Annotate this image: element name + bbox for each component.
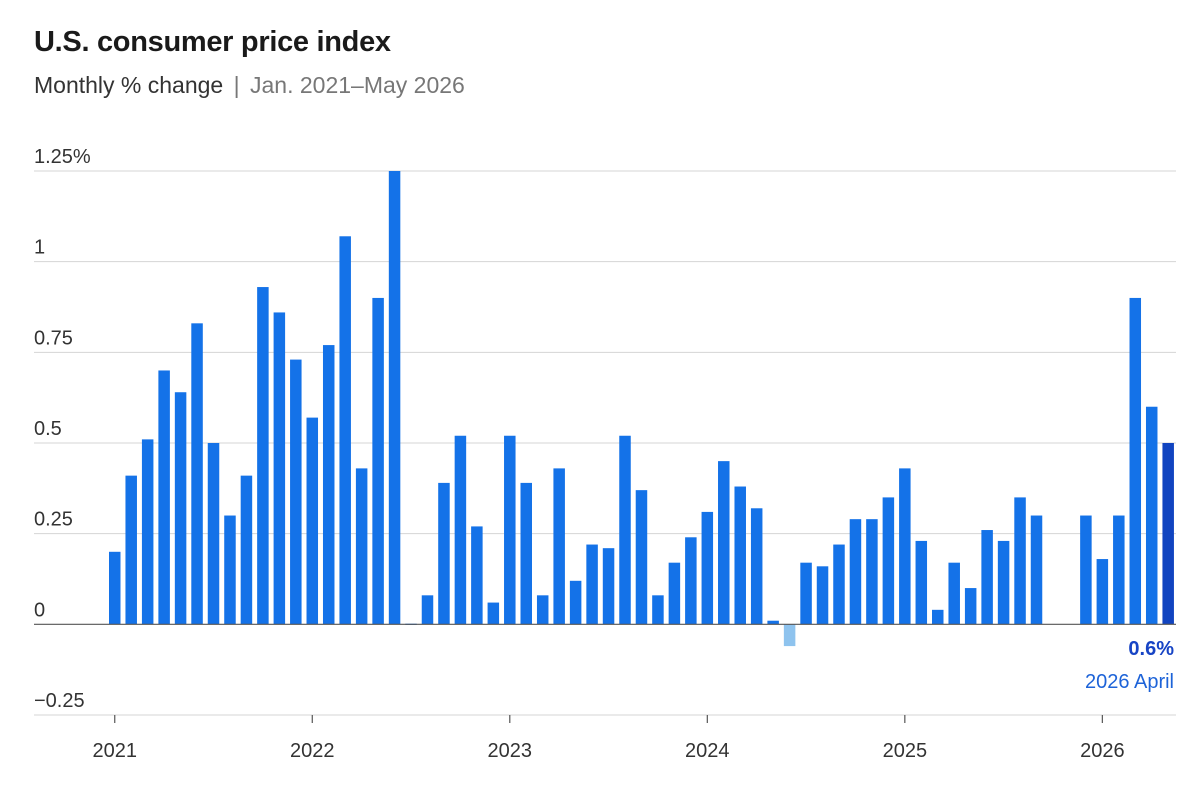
bar xyxy=(322,345,335,625)
bar xyxy=(932,609,944,625)
x-axis xyxy=(34,623,1176,723)
chart-title: U.S. consumer price index xyxy=(34,26,391,58)
bar xyxy=(882,497,895,625)
bar xyxy=(997,540,1010,625)
subtitle-range: Jan. 2021–May 2026 xyxy=(250,72,465,98)
bar xyxy=(816,566,829,625)
y-tick-label: 1.25% xyxy=(34,146,91,168)
bar xyxy=(619,435,631,625)
bar xyxy=(109,551,121,625)
x-tick-label: 2022 xyxy=(290,740,335,762)
x-tick-label: 2023 xyxy=(488,740,533,762)
bar xyxy=(899,468,911,625)
bar xyxy=(1014,497,1026,625)
bar xyxy=(224,515,236,625)
bar xyxy=(388,171,401,625)
grid-lines xyxy=(34,170,1176,716)
latest-period-label: 2026 April xyxy=(1085,671,1174,693)
bar xyxy=(257,287,269,625)
bar xyxy=(290,359,302,625)
y-tick-label: 0.5 xyxy=(34,418,62,440)
bar xyxy=(158,370,170,625)
bar xyxy=(849,519,862,625)
bar xyxy=(1030,515,1043,625)
bar xyxy=(273,312,286,625)
bar xyxy=(783,624,796,647)
x-tick-label: 2024 xyxy=(685,740,730,762)
x-tick-label: 2021 xyxy=(93,740,138,762)
y-tick-label: 1 xyxy=(34,237,45,259)
bar xyxy=(240,475,253,625)
bar xyxy=(372,297,384,625)
y-tick-label: −0.25 xyxy=(34,690,85,712)
bar xyxy=(520,482,532,625)
bar xyxy=(1129,297,1142,625)
bar xyxy=(800,562,812,625)
bar xyxy=(915,540,928,625)
bar xyxy=(652,595,664,625)
bar xyxy=(125,475,137,625)
bar xyxy=(1096,559,1109,625)
bar xyxy=(602,548,615,625)
bar xyxy=(586,544,598,625)
bar xyxy=(948,562,960,625)
bar xyxy=(487,602,500,625)
bar xyxy=(438,482,450,625)
bar xyxy=(1145,406,1158,625)
x-tick-label: 2026 xyxy=(1080,740,1125,762)
bars xyxy=(109,171,1174,647)
bar xyxy=(504,435,516,625)
bar xyxy=(141,439,154,625)
subtitle-metric: Monthly % change xyxy=(34,72,224,98)
bar xyxy=(767,620,779,625)
bar xyxy=(471,526,483,625)
bar xyxy=(1162,443,1174,625)
bar xyxy=(734,486,746,625)
y-tick-label: 0.75 xyxy=(34,327,73,349)
bar xyxy=(207,443,220,625)
bar xyxy=(1080,515,1092,625)
bar xyxy=(174,392,187,625)
bar xyxy=(718,461,730,625)
bar xyxy=(635,490,648,625)
tick-labels: 1.25% 1 0.75 0.5 0.25 0 −0.25 2021 2022 2023 2024 2… xyxy=(34,146,1125,762)
bar xyxy=(339,236,351,625)
y-tick-label: 0.25 xyxy=(34,509,73,531)
bar xyxy=(750,508,763,625)
bar xyxy=(981,530,993,625)
bar xyxy=(355,468,368,625)
bar xyxy=(833,544,845,625)
bar xyxy=(964,588,977,625)
bar xyxy=(454,435,467,625)
bar xyxy=(536,595,549,625)
bar xyxy=(421,595,434,625)
bar xyxy=(569,580,582,625)
bar xyxy=(553,468,565,625)
latest-value-label: 0.6% xyxy=(1128,638,1174,660)
y-tick-label: 0 xyxy=(34,599,45,621)
chart-subtitle: Monthly % change | Jan. 2021–May 2026 xyxy=(34,72,465,99)
bar xyxy=(866,519,878,625)
subtitle-separator: | xyxy=(233,72,240,98)
x-tick-label: 2025 xyxy=(883,740,928,762)
bar xyxy=(668,562,681,625)
bar xyxy=(701,511,714,625)
bar xyxy=(191,323,203,625)
bar xyxy=(306,417,319,625)
bar xyxy=(1113,515,1125,625)
bar xyxy=(685,537,697,625)
